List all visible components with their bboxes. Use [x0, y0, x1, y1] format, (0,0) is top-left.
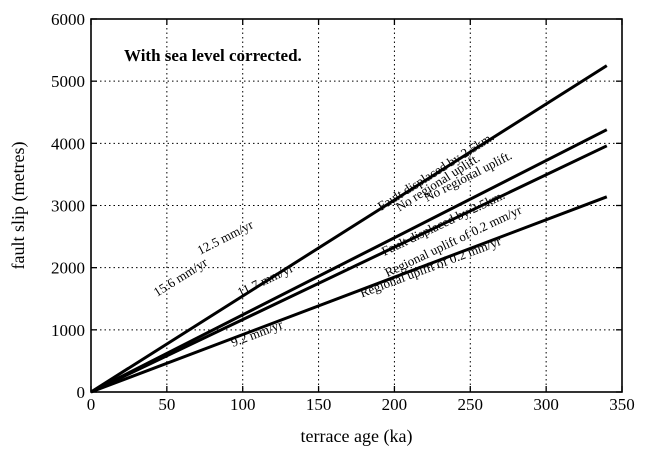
y-tick-label: 6000 — [51, 10, 85, 29]
series-line-4 — [90, 195, 608, 394]
y-axis-title: fault slip (metres) — [8, 142, 29, 270]
x-tick-label: 250 — [458, 395, 484, 414]
series-lines — [90, 64, 608, 394]
series-line-1 — [90, 64, 608, 394]
y-tick-label: 5000 — [51, 72, 85, 91]
panel-note: With sea level corrected. — [124, 46, 302, 65]
x-axis-title: terrace age (ka) — [301, 426, 413, 447]
y-tick-label: 4000 — [51, 134, 85, 153]
axis-ticks: 0 50 100 150 200 250 300 350 0 1000 2000 3000 4000 50… — [51, 10, 635, 414]
x-tick-label: 300 — [533, 395, 559, 414]
grid — [91, 19, 622, 392]
series-line-3 — [90, 144, 608, 394]
x-tick-label: 50 — [158, 395, 175, 414]
rate-label-1: 15.6 mm/yr — [151, 254, 211, 299]
y-tick-label: 0 — [77, 383, 86, 402]
x-tick-label: 100 — [230, 395, 256, 414]
y-tick-label: 2000 — [51, 259, 85, 278]
rate-label-2: 12.5 mm/yr — [195, 216, 256, 257]
x-tick-label: 0 — [87, 395, 96, 414]
series-line-2 — [90, 128, 608, 394]
y-tick-label: 3000 — [51, 197, 85, 216]
x-tick-label: 350 — [609, 395, 635, 414]
x-tick-label: 200 — [382, 395, 408, 414]
x-tick-label: 150 — [306, 395, 332, 414]
y-tick-label: 1000 — [51, 321, 85, 340]
